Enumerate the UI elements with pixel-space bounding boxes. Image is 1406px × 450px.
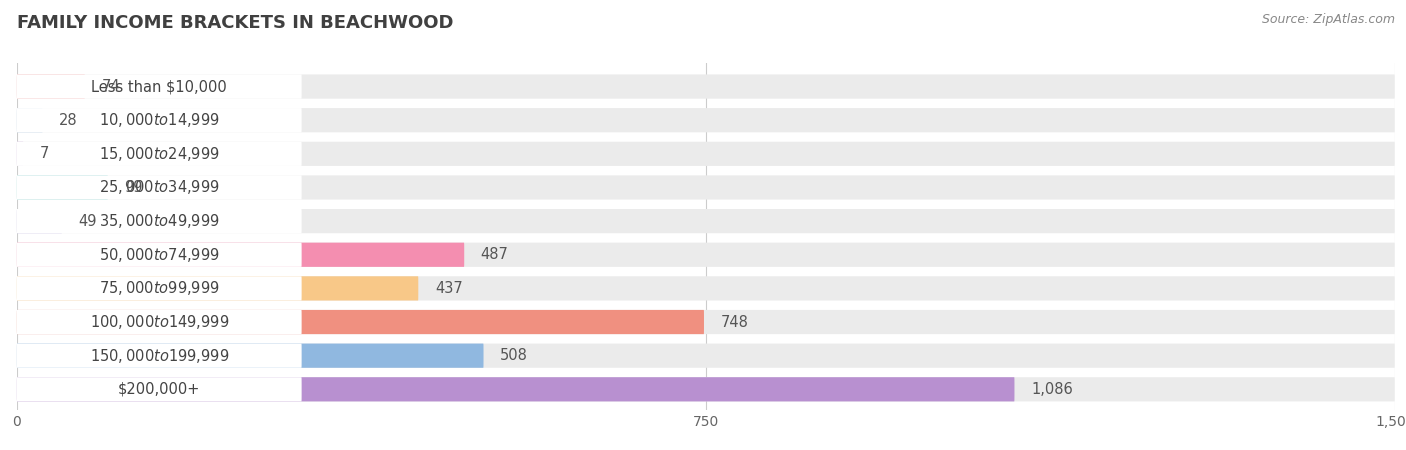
FancyBboxPatch shape	[17, 310, 302, 334]
FancyBboxPatch shape	[17, 276, 302, 301]
Text: 74: 74	[101, 79, 120, 94]
FancyBboxPatch shape	[17, 243, 1395, 267]
Text: $35,000 to $49,999: $35,000 to $49,999	[98, 212, 219, 230]
Text: FAMILY INCOME BRACKETS IN BEACHWOOD: FAMILY INCOME BRACKETS IN BEACHWOOD	[17, 14, 453, 32]
Text: 1,086: 1,086	[1031, 382, 1073, 397]
FancyBboxPatch shape	[17, 276, 419, 301]
Text: 7: 7	[39, 146, 49, 162]
FancyBboxPatch shape	[17, 276, 1395, 301]
Text: 49: 49	[79, 214, 97, 229]
Text: $200,000+: $200,000+	[118, 382, 201, 397]
FancyBboxPatch shape	[17, 74, 302, 99]
FancyBboxPatch shape	[17, 142, 24, 166]
Text: 508: 508	[501, 348, 527, 363]
FancyBboxPatch shape	[17, 176, 302, 200]
FancyBboxPatch shape	[17, 377, 302, 401]
Text: $50,000 to $74,999: $50,000 to $74,999	[98, 246, 219, 264]
FancyBboxPatch shape	[17, 243, 464, 267]
Text: $75,000 to $99,999: $75,000 to $99,999	[98, 279, 219, 297]
FancyBboxPatch shape	[17, 377, 1015, 401]
FancyBboxPatch shape	[17, 310, 704, 334]
Text: $25,000 to $34,999: $25,000 to $34,999	[98, 179, 219, 197]
FancyBboxPatch shape	[17, 74, 84, 99]
FancyBboxPatch shape	[17, 176, 1395, 200]
FancyBboxPatch shape	[17, 142, 302, 166]
Text: $150,000 to $199,999: $150,000 to $199,999	[90, 346, 229, 364]
Text: $10,000 to $14,999: $10,000 to $14,999	[98, 111, 219, 129]
Text: 99: 99	[124, 180, 143, 195]
FancyBboxPatch shape	[17, 142, 1395, 166]
FancyBboxPatch shape	[17, 343, 484, 368]
Text: Source: ZipAtlas.com: Source: ZipAtlas.com	[1261, 14, 1395, 27]
FancyBboxPatch shape	[17, 209, 62, 233]
FancyBboxPatch shape	[17, 209, 302, 233]
FancyBboxPatch shape	[17, 209, 1395, 233]
FancyBboxPatch shape	[17, 108, 302, 132]
FancyBboxPatch shape	[17, 343, 1395, 368]
FancyBboxPatch shape	[17, 243, 302, 267]
Text: $15,000 to $24,999: $15,000 to $24,999	[98, 145, 219, 163]
FancyBboxPatch shape	[17, 108, 1395, 132]
FancyBboxPatch shape	[17, 310, 1395, 334]
Text: Less than $10,000: Less than $10,000	[91, 79, 228, 94]
FancyBboxPatch shape	[17, 108, 42, 132]
Text: 28: 28	[59, 112, 77, 128]
FancyBboxPatch shape	[17, 343, 302, 368]
Text: 437: 437	[434, 281, 463, 296]
Text: $100,000 to $149,999: $100,000 to $149,999	[90, 313, 229, 331]
Text: 487: 487	[481, 247, 509, 262]
FancyBboxPatch shape	[17, 377, 1395, 401]
FancyBboxPatch shape	[17, 74, 1395, 99]
FancyBboxPatch shape	[17, 176, 108, 200]
Text: 748: 748	[720, 315, 748, 329]
